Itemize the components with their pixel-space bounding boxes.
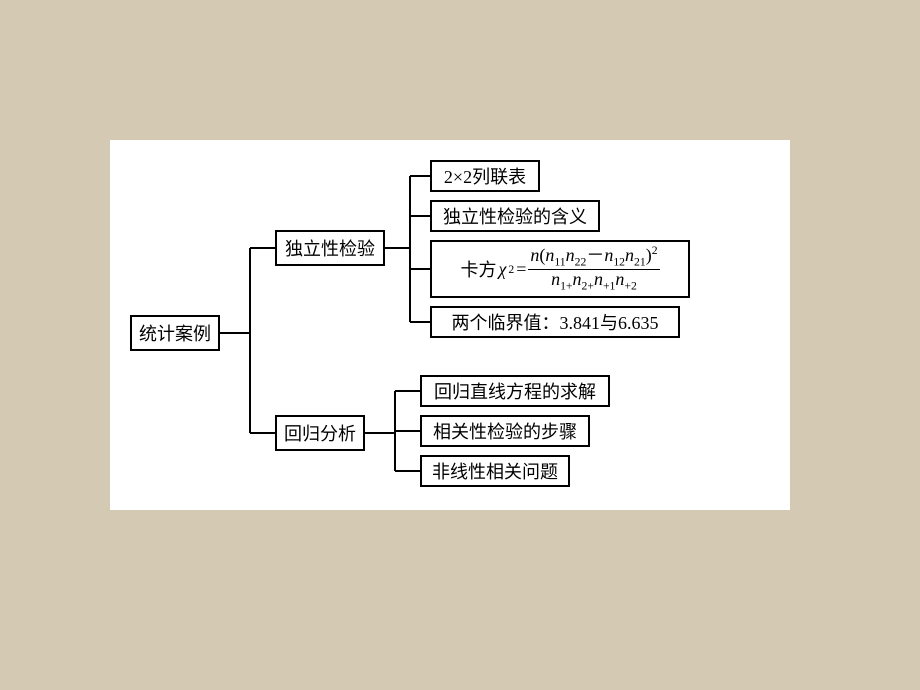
node-indep-meaning: 独立性检验的含义: [430, 200, 600, 232]
diagram-canvas: 统计案例 独立性检验 回归分析 2×2列联表 独立性检验的含义 卡方 χ2 = …: [110, 140, 790, 510]
node-root: 统计案例: [130, 315, 220, 351]
node-regression-line: 回归直线方程的求解: [420, 375, 610, 407]
chi-symbol: χ: [498, 259, 506, 280]
node-critical-values: 两个临界值：3.841与6.635: [430, 306, 680, 338]
numerator: n(n11n22－n12n21)2: [528, 245, 659, 270]
node-regr: 回归分析: [275, 415, 365, 451]
fraction: n(n11n22－n12n21)2 n1+n2+n+1n+2: [528, 245, 659, 294]
node-r3-label: 非线性相关问题: [432, 458, 558, 484]
node-root-label: 统计案例: [139, 320, 211, 346]
node-i1-label: 2×2列联表: [444, 163, 526, 189]
node-r1-label: 回归直线方程的求解: [434, 378, 596, 404]
node-regr-label: 回归分析: [284, 420, 356, 446]
node-correlation-test: 相关性检验的步骤: [420, 415, 590, 447]
node-r2-label: 相关性检验的步骤: [433, 418, 577, 444]
node-indep-label: 独立性检验: [285, 235, 375, 261]
chi-sup: 2: [508, 263, 514, 276]
equals: =: [516, 259, 526, 280]
node-indep: 独立性检验: [275, 230, 385, 266]
node-nonlinear: 非线性相关问题: [420, 455, 570, 487]
formula-prefix: 卡方: [460, 256, 496, 282]
node-chi-square-formula: 卡方 χ2 = n(n11n22－n12n21)2 n1+n2+n+1n+2: [430, 240, 690, 298]
node-i2-label: 独立性检验的含义: [443, 203, 587, 229]
chi-square-formula: 卡方 χ2 = n(n11n22－n12n21)2 n1+n2+n+1n+2: [460, 245, 659, 294]
denominator: n1+n2+n+1n+2: [549, 270, 639, 293]
node-i4-label: 两个临界值：3.841与6.635: [452, 309, 659, 335]
node-contingency-table: 2×2列联表: [430, 160, 540, 192]
